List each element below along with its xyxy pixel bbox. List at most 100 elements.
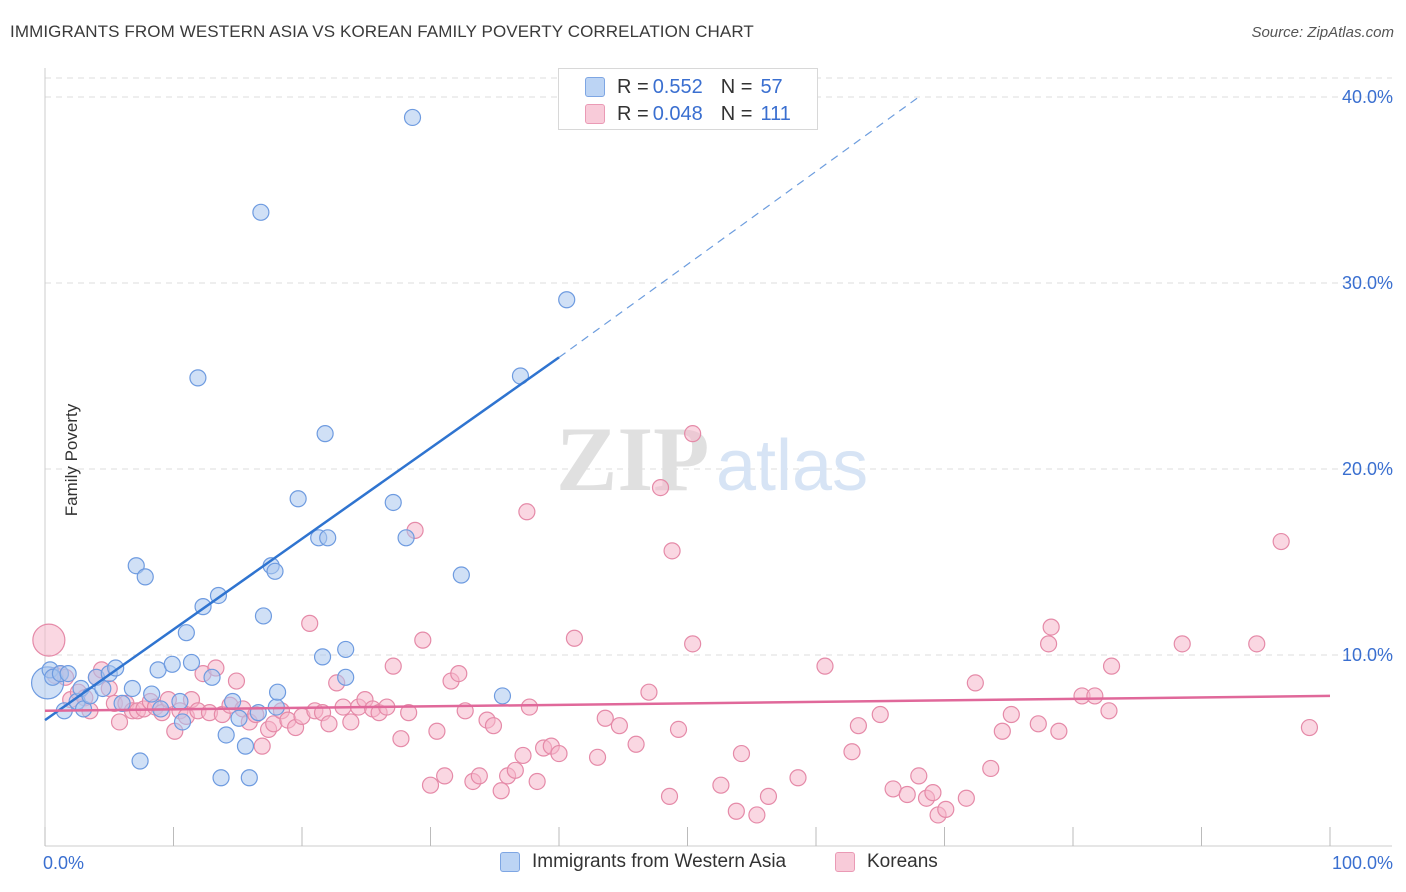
y-tick-label: 20.0% [1342, 459, 1393, 479]
point-korean [110, 713, 129, 731]
bottom-legend-swatch-blue [500, 852, 520, 872]
y-axis-label: Family Poverty [62, 403, 82, 517]
point-korean [384, 657, 402, 675]
trend-line-koreans [44, 694, 1331, 713]
bottom-legend-koreans: Koreans [835, 851, 938, 873]
point-korean [518, 503, 536, 521]
point-korean [450, 664, 468, 683]
point-western-asia [163, 655, 181, 673]
point-western-asia [123, 679, 141, 698]
point-korean [640, 683, 658, 701]
point-korean [514, 746, 532, 765]
point-korean [1029, 715, 1047, 733]
grid-layer [45, 77, 1392, 656]
point-korean [301, 614, 319, 632]
point-korean [982, 759, 1000, 778]
point-korean [843, 743, 861, 761]
tick-label-layer: 10.0% 20.0% 30.0% 40.0% 0.0% 100.0% [43, 87, 1393, 873]
point-korean [966, 674, 984, 692]
point-korean [910, 767, 928, 785]
point-western-asia [217, 726, 235, 744]
point-western-asia [59, 664, 77, 683]
point-western-asia [493, 687, 512, 705]
point-western-asia [173, 713, 192, 731]
bottom-legend-western-asia: Immigrants from Western Asia [500, 851, 786, 873]
axis-layer [44, 68, 1392, 847]
point-korean [436, 767, 454, 785]
legend-r-value: 0.048 [652, 102, 703, 125]
point-western-asia [289, 490, 307, 508]
point-western-asia [268, 683, 287, 701]
point-western-asia [337, 668, 355, 686]
bottom-legend-swatch-pink [835, 852, 855, 872]
point-korean [849, 717, 868, 735]
point-korean [898, 785, 916, 804]
point-korean [1248, 635, 1266, 653]
point-western-asia [240, 769, 258, 787]
point-western-asia [212, 769, 230, 787]
point-korean [1086, 687, 1104, 705]
point-western-asia [171, 692, 189, 711]
point-korean [392, 730, 410, 748]
point-western-asia [319, 529, 337, 547]
point-korean [588, 748, 607, 766]
point-western-asia [224, 692, 242, 711]
point-western-asia [313, 648, 332, 666]
point-korean [732, 744, 751, 763]
point-korean [421, 776, 440, 794]
point-korean [565, 629, 584, 647]
point-western-asia [230, 709, 248, 727]
watermark-atlas: atlas [716, 426, 868, 506]
point-korean [1002, 705, 1020, 724]
bottom-legend-label-koreans: Koreans [867, 851, 938, 872]
legend-row-western-asia: R = 0.552 N = 57 [585, 74, 783, 100]
point-korean [492, 782, 510, 800]
point-western-asia [113, 694, 131, 712]
point-korean [1042, 618, 1060, 636]
point-western-asia [254, 607, 273, 625]
point-western-asia [316, 425, 334, 443]
point-western-asia [143, 685, 161, 703]
point-korean [1102, 657, 1121, 675]
legend-n-label: N = [720, 102, 753, 125]
point-korean [1039, 635, 1058, 653]
point-korean [1272, 532, 1290, 551]
legend-n-value: 111 [760, 102, 791, 125]
point-western-asia [127, 557, 145, 575]
point-korean [924, 784, 942, 802]
point-korean [669, 720, 688, 739]
point-korean [506, 761, 524, 779]
point-korean [627, 735, 645, 753]
point-korean [684, 635, 702, 653]
point-korean [484, 717, 503, 735]
point-western-asia [177, 624, 195, 642]
point-western-asia [384, 493, 402, 512]
point-korean [957, 789, 975, 807]
point-korean [937, 800, 955, 818]
watermark: ZIP atlas [556, 408, 868, 510]
point-western-asia [558, 291, 576, 309]
point-western-asia [452, 566, 470, 584]
point-korean [32, 623, 66, 657]
points-layer [30, 108, 1319, 824]
point-korean [712, 776, 730, 794]
legend-n-label: N = [720, 75, 753, 98]
point-western-asia [182, 653, 201, 672]
point-korean [1300, 718, 1319, 737]
legend-r-label: R = [617, 102, 649, 125]
y-tick-label: 10.0% [1342, 645, 1393, 665]
point-korean [663, 542, 681, 560]
point-korean [320, 715, 338, 733]
point-korean [528, 772, 546, 791]
point-korean [1100, 702, 1118, 720]
point-western-asia [189, 369, 207, 387]
point-korean [748, 806, 766, 824]
point-korean [651, 479, 670, 497]
chart-title: IMMIGRANTS FROM WESTERN ASIA VS KOREAN F… [10, 22, 754, 41]
legend-row-koreans: R = 0.048 N = 111 [585, 101, 791, 127]
point-korean [342, 713, 360, 731]
point-korean [400, 704, 418, 722]
trend-line-western-asia-extension [558, 96, 920, 358]
point-korean [1173, 635, 1191, 653]
